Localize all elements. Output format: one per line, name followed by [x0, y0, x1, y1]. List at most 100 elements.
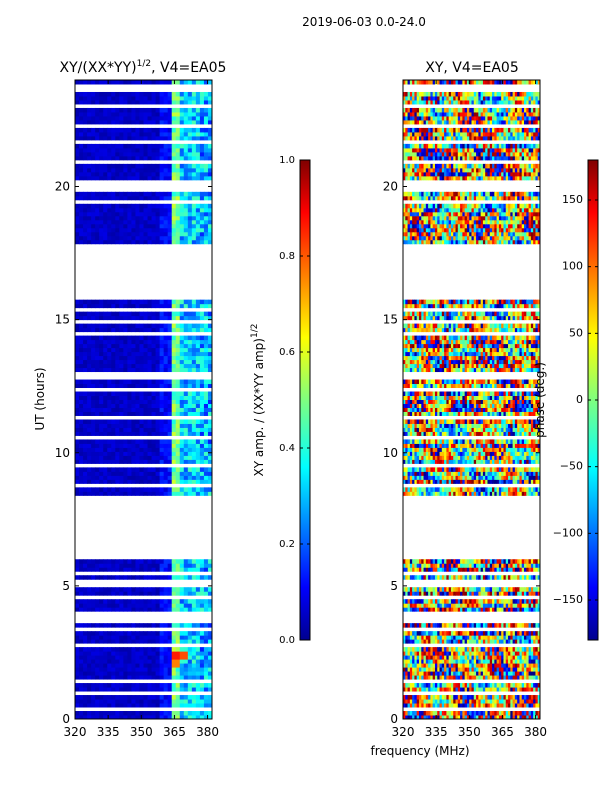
phase-cell: [403, 651, 406, 656]
amp-cell: [167, 191, 173, 197]
phase-cell: [453, 567, 457, 572]
amp-cell: [119, 299, 124, 305]
amp-cell: [147, 403, 153, 408]
amp-cell: [119, 459, 124, 464]
amp-cell: [155, 567, 161, 572]
amp-cell: [191, 131, 197, 137]
phase-cell: [476, 599, 479, 604]
amp-cell: [83, 299, 88, 305]
amp-cell: [171, 467, 177, 472]
amp-cell: [111, 367, 116, 373]
phase-cell: [530, 575, 534, 580]
phase-cell: [432, 675, 436, 680]
phase-cell: [537, 715, 541, 720]
amp-cell: [139, 559, 144, 564]
amp-cell: [195, 407, 201, 412]
amp-cell: [203, 391, 209, 396]
phase-cell: [462, 631, 466, 636]
amp-cell: [187, 235, 193, 241]
phase-cell: [530, 659, 534, 664]
phase-cell: [453, 667, 457, 672]
amp-cell: [111, 391, 116, 396]
phase-cell: [489, 659, 493, 664]
amp-cell: [207, 659, 213, 664]
amp-cell: [175, 599, 181, 604]
amp-cell: [119, 339, 124, 345]
phase-cell: [478, 603, 482, 608]
amp-cell: [199, 391, 205, 396]
amp-cell: [183, 559, 189, 564]
amp-cell: [183, 687, 189, 692]
amp-cell: [99, 363, 104, 369]
phase-cell: [412, 711, 415, 716]
phase-cell: [432, 567, 436, 572]
amp-cell: [147, 99, 153, 105]
amp-cell: [135, 431, 140, 436]
amp-cell: [127, 235, 132, 241]
amp-cell: [195, 115, 201, 121]
amp-cell: [123, 99, 128, 105]
amp-cell: [183, 475, 189, 480]
amp-cell: [203, 427, 209, 432]
amp-cell: [167, 683, 173, 688]
amp-cell: [155, 467, 161, 472]
phase-cell: [450, 651, 454, 656]
amp-cell: [151, 695, 157, 700]
amp-cell: [207, 219, 213, 225]
amp-cell: [199, 163, 205, 169]
amp-cell: [79, 599, 84, 604]
amp-cell: [119, 239, 124, 245]
amp-cell: [147, 559, 153, 564]
phase-cell: [498, 683, 502, 688]
amp-cell: [159, 479, 165, 484]
amp-cell: [135, 239, 140, 245]
phase-cell: [512, 631, 516, 636]
amp-cell: [175, 151, 181, 157]
phase-cell: [453, 687, 457, 692]
amp-cell: [143, 175, 149, 181]
amp-cell: [115, 703, 120, 708]
amp-cell: [203, 143, 209, 149]
amp-cell: [171, 399, 177, 404]
phase-cell: [455, 695, 459, 700]
amp-cell: [83, 635, 88, 640]
amp-cell: [135, 119, 140, 125]
amp-cell: [203, 607, 209, 612]
amp-cell: [111, 459, 116, 464]
amp-cell: [99, 563, 104, 568]
amp-cell: [99, 399, 104, 404]
amp-cell: [203, 403, 209, 408]
amp-cell: [103, 175, 108, 181]
amp-cell: [111, 119, 116, 125]
amp-cell: [135, 359, 140, 365]
amp-cell: [75, 195, 80, 201]
amp-cell: [171, 91, 177, 97]
phase-cell: [457, 655, 461, 660]
amp-cell: [103, 647, 108, 652]
amp-cell: [115, 235, 120, 241]
amp-cell: [151, 699, 157, 704]
amp-cell: [139, 411, 144, 416]
amp-cell: [159, 151, 165, 157]
amp-cell: [167, 667, 173, 672]
phase-cell: [434, 671, 438, 676]
amp-cell: [95, 419, 100, 424]
amp-cell: [187, 147, 193, 153]
amp-cell: [115, 391, 120, 396]
amp-cell: [175, 395, 181, 400]
amp-cell: [151, 207, 157, 213]
amp-cell: [75, 475, 80, 480]
phase-cell: [428, 647, 431, 652]
phase-cell: [469, 683, 472, 688]
phase-cell: [407, 647, 411, 652]
amp-cell: [187, 127, 193, 133]
phase-cell: [482, 607, 486, 612]
amp-cell: [163, 447, 169, 452]
phase-cell: [418, 667, 422, 672]
amp-cell: [195, 299, 201, 305]
phase-cell: [421, 695, 425, 700]
amp-cell: [191, 443, 197, 448]
phase-cell: [478, 711, 482, 716]
phase-cell: [476, 695, 479, 700]
phase-cell: [528, 663, 532, 668]
